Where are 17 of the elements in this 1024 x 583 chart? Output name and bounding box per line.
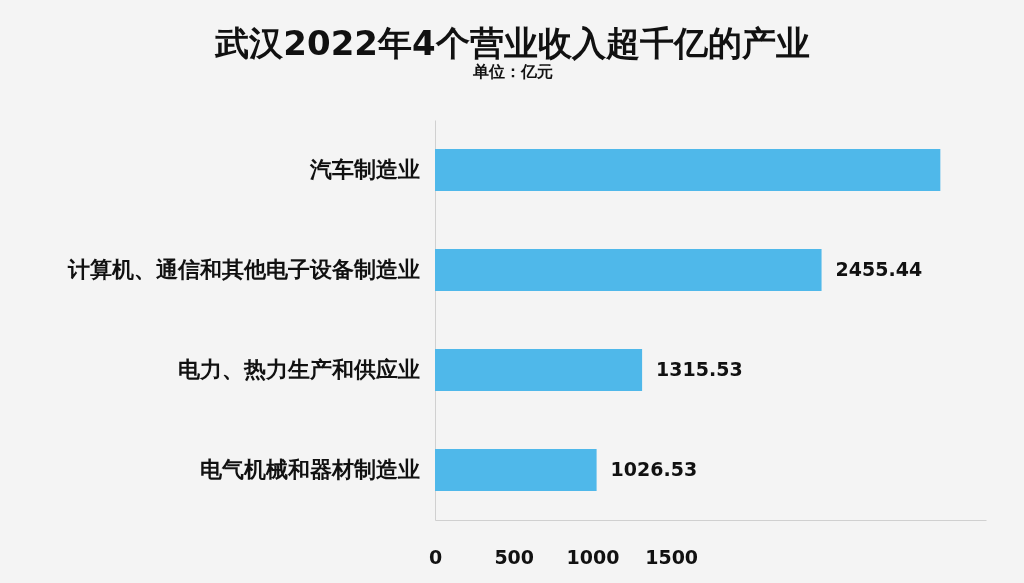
data-label: 1026.53 [610,458,698,480]
chart-title: 武汉2022年4个营业收入超千亿的产业 [214,23,810,63]
data-label: 2455.44 [835,258,923,280]
bar [435,349,643,391]
y-tick-label: 电气机械和器材制造业 [199,457,420,482]
chart-subtitle: 单位：亿元 [471,62,553,81]
y-tick-label: 计算机、通信和其他电子设备制造业 [66,257,420,282]
y-tick-label: 汽车制造业 [308,157,420,182]
x-tick-label: 0 [428,545,443,568]
x-tick-label: 1000 [566,545,620,568]
y-tick-label: 电力、热力生产和供应业 [177,357,420,382]
bar [435,249,822,291]
bar [435,449,597,491]
bar [435,149,941,191]
x-tick-label: 1500 [645,545,699,568]
x-tick-label: 500 [494,545,535,568]
data-label: 1315.53 [656,358,743,380]
